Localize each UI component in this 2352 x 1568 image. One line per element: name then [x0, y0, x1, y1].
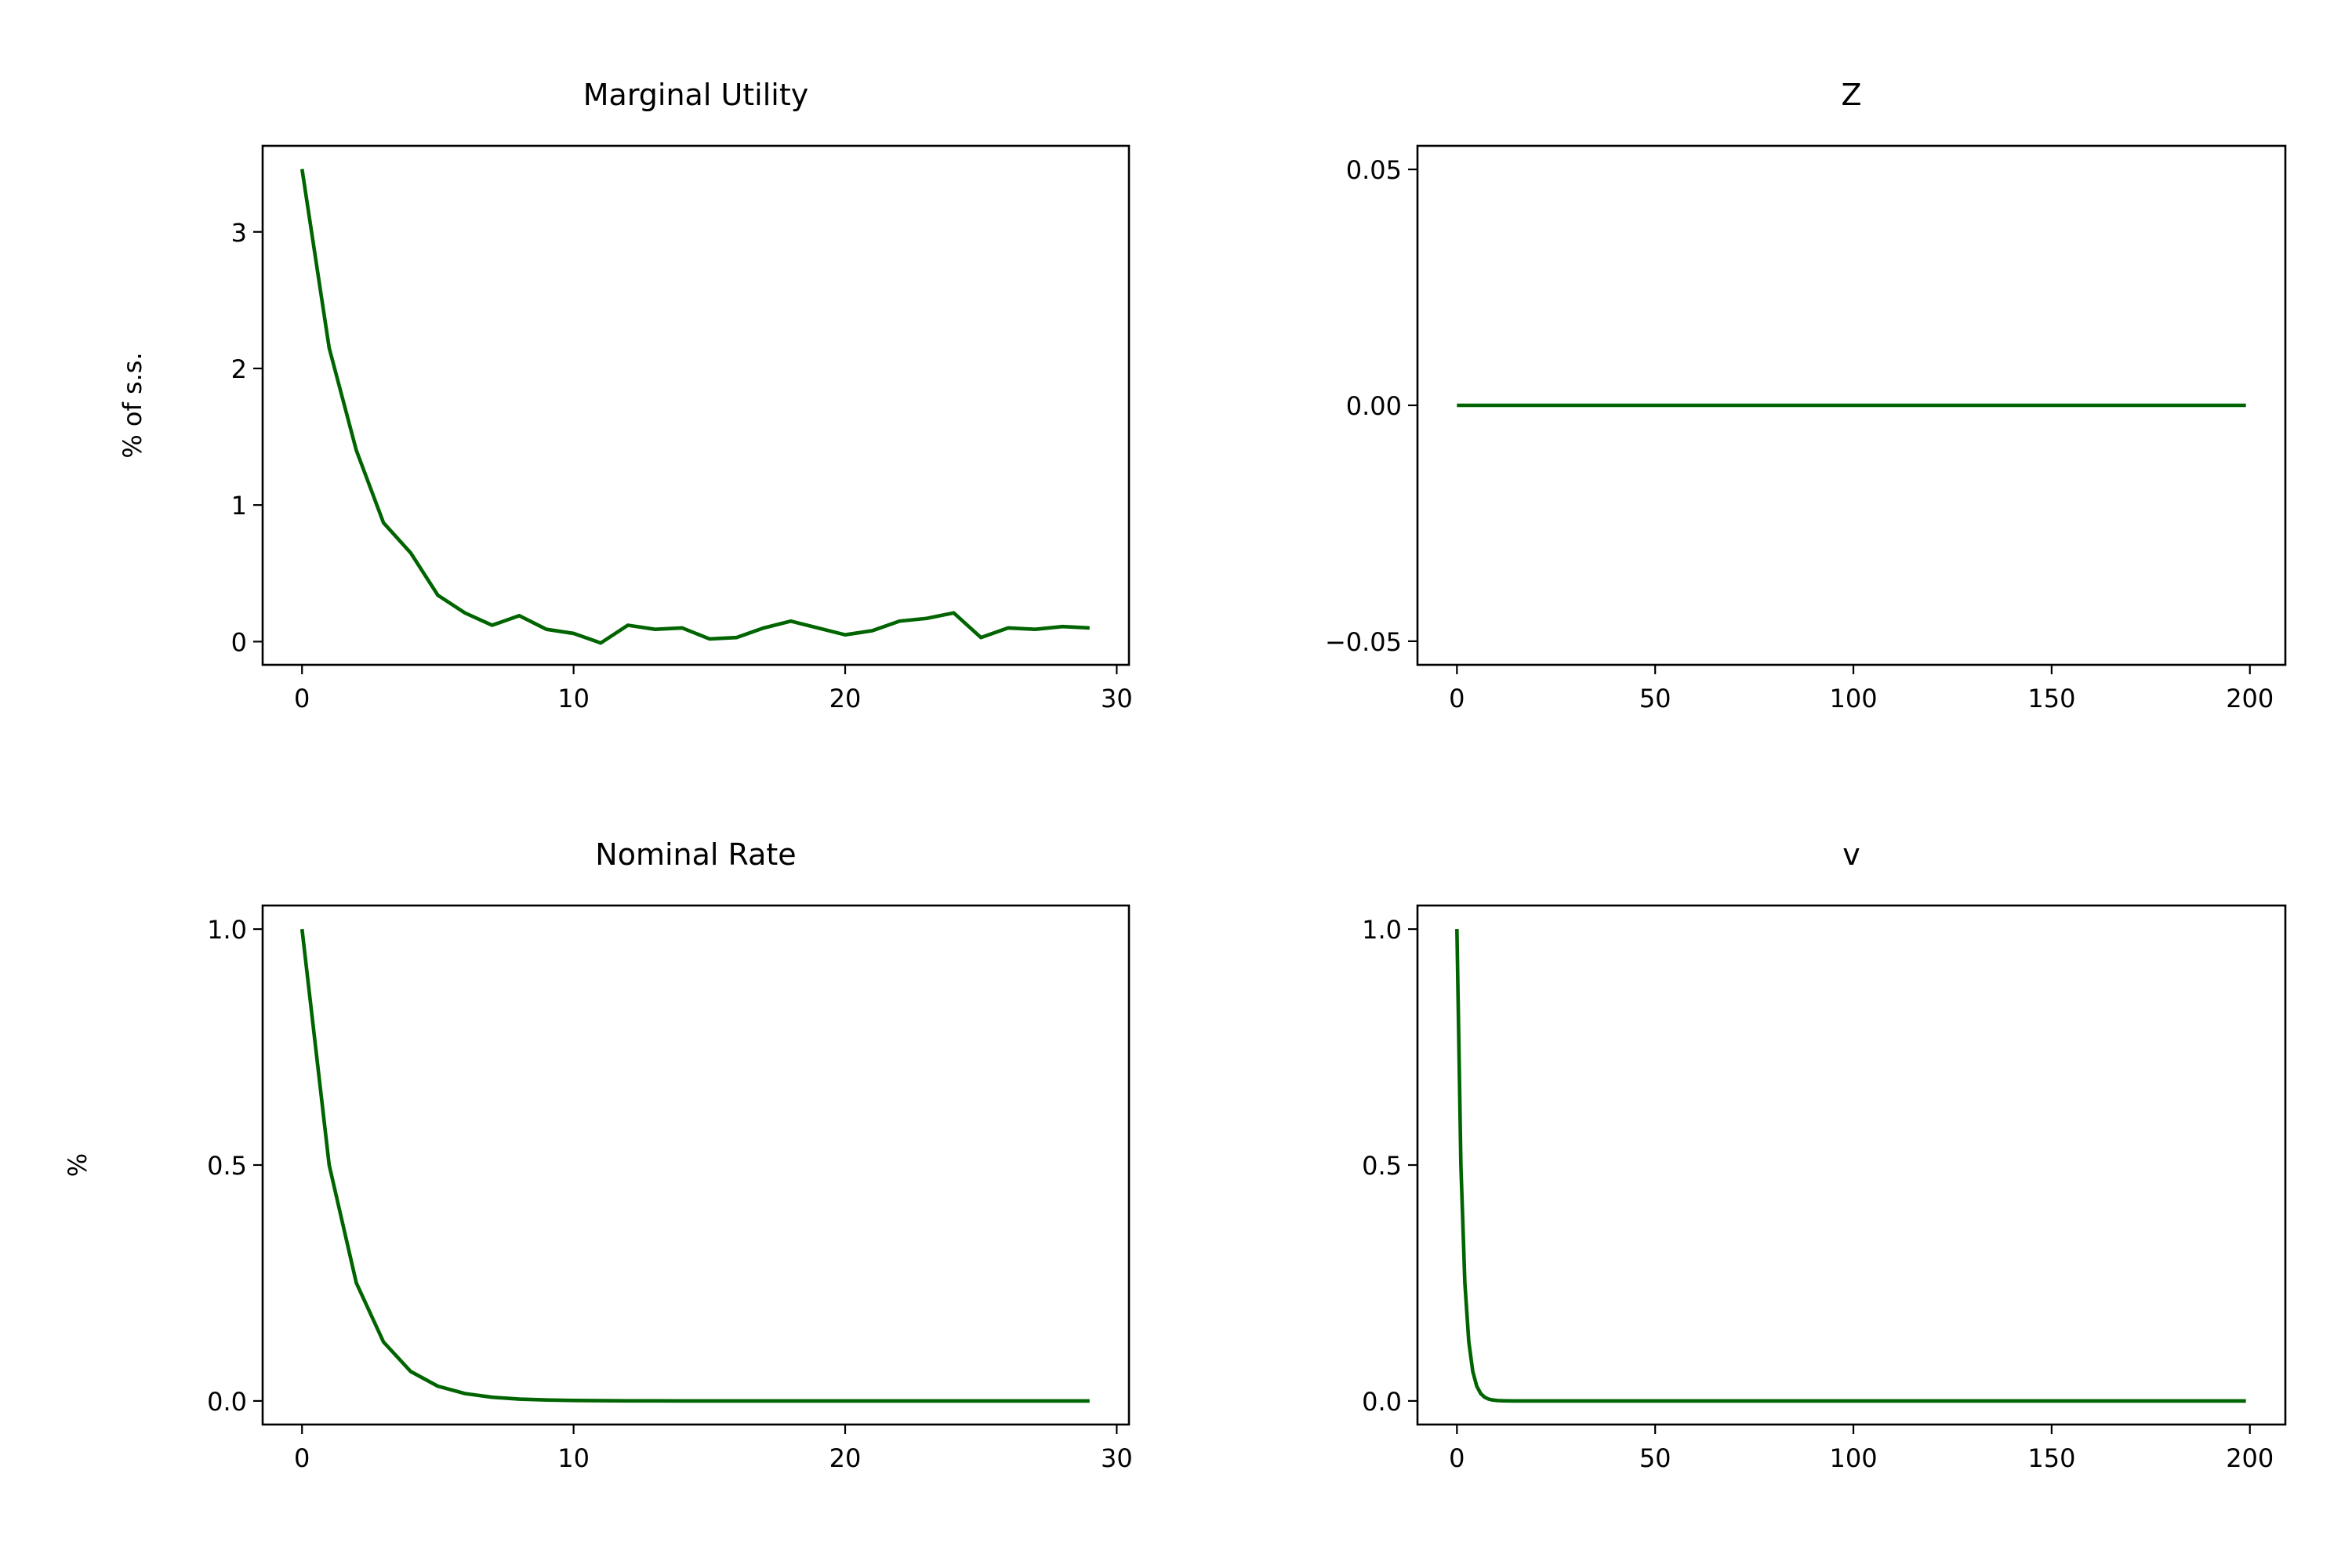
- x-tick-label: 20: [829, 684, 862, 713]
- series-line: [1455, 929, 2246, 1403]
- x-tick-label: 0: [1449, 1443, 1465, 1473]
- y-tick-label: 0.0: [207, 1387, 247, 1417]
- subplot-title: v: [1842, 837, 1860, 872]
- y-tick-label: 0.05: [1346, 155, 1402, 185]
- x-tick-label: 50: [1639, 684, 1671, 713]
- y-tick-label: 0: [231, 627, 247, 657]
- y-tick-label: 1.0: [1362, 915, 1402, 945]
- y-tick-label: 2: [231, 354, 247, 384]
- y-tick-label: 3: [231, 218, 247, 248]
- x-tick-label: 200: [2226, 684, 2274, 713]
- x-tick-label: 150: [2027, 684, 2075, 713]
- series-line: [299, 928, 1090, 1403]
- x-tick-label: 100: [1829, 684, 1877, 713]
- y-tick-label: 1: [231, 491, 247, 521]
- x-tick-label: 0: [294, 684, 310, 713]
- x-tick-label: 100: [1829, 1443, 1877, 1473]
- subplot-3: 0 10 20 30 0.0 0.5 1.0 Nominal Rate%: [63, 837, 1133, 1473]
- x-tick-label: 10: [557, 1443, 590, 1473]
- subplot-4: 0 50 100 150 200 0.0 0.5 1.0 v: [1362, 837, 2287, 1473]
- y-axis-label: %: [63, 1153, 93, 1177]
- x-tick-label: 0: [1449, 684, 1465, 713]
- x-tick-label: 0: [294, 1443, 310, 1473]
- y-tick-label: 0.5: [207, 1151, 247, 1181]
- x-tick-label: 30: [1101, 684, 1133, 713]
- x-tick-label: 20: [829, 1443, 862, 1473]
- series-line: [299, 169, 1090, 645]
- subplot-1: 0 10 20 30 0 1 2 3 Marginal Utility % of s.s.: [118, 78, 1133, 713]
- subplot-title: Marginal Utility: [583, 78, 809, 112]
- subplot-title: Nominal Rate: [595, 837, 796, 872]
- y-tick-label: −0.05: [1325, 627, 1402, 657]
- axes-frame: [1416, 904, 2287, 1426]
- x-tick-label: 10: [557, 684, 590, 713]
- axes-frame: [261, 144, 1131, 666]
- x-tick-label: 50: [1639, 1443, 1671, 1473]
- axes-frame: [261, 904, 1131, 1426]
- subplot-2: 0 50 100 150 200 0.05 0.00 −0.05 Z: [1325, 78, 2287, 713]
- y-tick-label: 1.0: [207, 915, 247, 945]
- y-tick-label: 0.0: [1362, 1387, 1402, 1417]
- x-tick-label: 30: [1101, 1443, 1133, 1473]
- subplot-title: Z: [1841, 78, 1861, 112]
- y-axis-label: % of s.s.: [118, 352, 147, 458]
- y-tick-label: 0.5: [1362, 1151, 1402, 1181]
- x-tick-label: 150: [2027, 1443, 2075, 1473]
- x-tick-label: 200: [2226, 1443, 2274, 1473]
- y-tick-label: 0.00: [1346, 391, 1402, 421]
